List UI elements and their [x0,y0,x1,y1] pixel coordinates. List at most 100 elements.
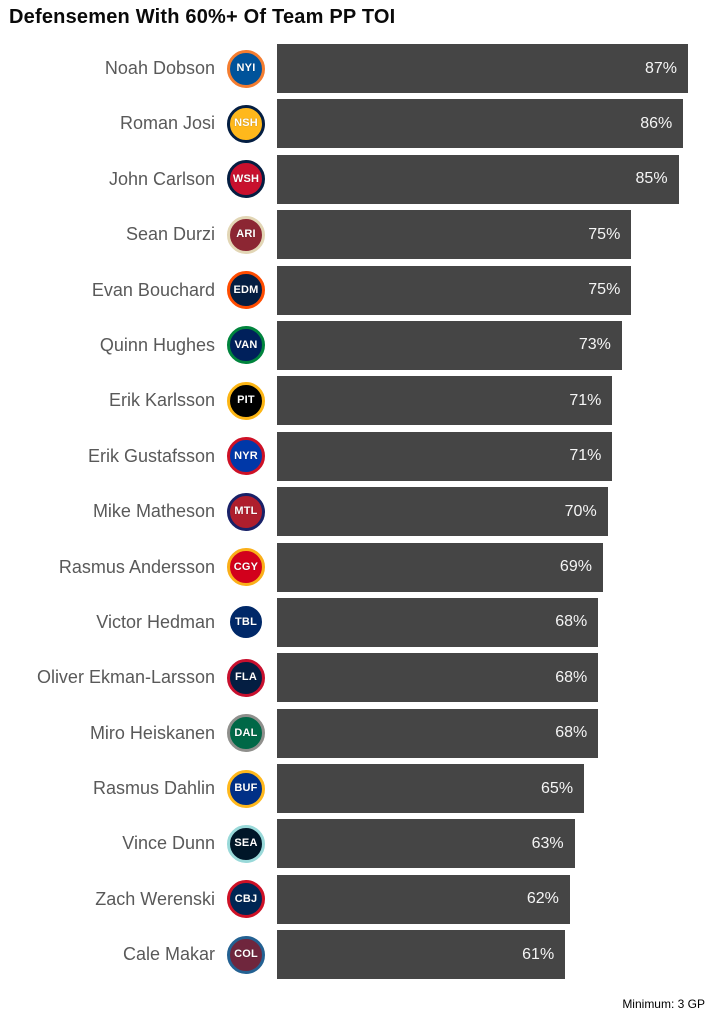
bar-value-label: 75% [588,225,621,243]
bar-rows-container: Noah Dobson NYI 87% Roman Josi NSH 86% J… [0,44,717,986]
team-logo-cell: CGY [215,548,277,587]
team-logo-cell: NYR [215,437,277,476]
player-name-label: Roman Josi [119,113,215,134]
player-name-label: John Carlson [108,168,215,189]
chart-title: Defensemen With 60%+ Of Team PP TOI [9,6,396,28]
team-logo-cell: BUF [215,769,277,808]
bar: 73% [277,320,622,370]
team-abbr-label: DAL [234,726,258,739]
bar: 63% [277,819,575,869]
team-logo-buf-icon: BUF [227,769,265,808]
player-name-label: Sean Durzi [125,224,215,245]
chart-row: Miro Heiskanen DAL 68% [0,708,717,758]
bar-value-label: 68% [555,613,588,631]
chart-row: Rasmus Andersson CGY 69% [0,542,717,592]
chart-row: Quinn Hughes VAN 73% [0,320,717,370]
team-logo-sea-icon: SEA [227,824,265,863]
player-name-label: Quinn Hughes [99,334,215,355]
team-abbr-label: MTL [234,505,258,518]
chart-row: Noah Dobson NYI 87% [0,44,717,93]
team-abbr-label: ARI [236,228,256,241]
bar: 75% [277,210,632,260]
bar: 70% [277,487,608,537]
team-logo-cell: EDM [215,271,277,310]
team-logo-van-icon: VAN [227,326,265,365]
player-name-label: Miro Heiskanen [89,722,215,743]
bar-track: 75% [277,265,688,315]
team-logo-cell: TBL [215,603,277,642]
team-logo-cell: NYI [215,49,277,88]
team-abbr-label: NYR [234,449,258,462]
team-logo-fla-icon: FLA [227,658,265,697]
bar-value-label: 75% [588,281,621,299]
team-logo-wsh-icon: WSH [227,160,265,199]
player-name-label: Evan Bouchard [91,279,215,300]
bar: 87% [277,44,688,93]
team-logo-cgy-icon: CGY [227,548,265,587]
bar: 86% [277,99,684,149]
bar-value-label: 87% [644,59,677,77]
bar-track: 85% [277,154,688,204]
bar-value-label: 85% [635,170,668,188]
team-logo-cell: VAN [215,326,277,365]
bar-track: 87% [277,44,688,93]
player-name-label: Erik Karlsson [108,390,215,411]
team-abbr-label: COL [234,948,258,961]
chart-row: Rasmus Dahlin BUF 65% [0,764,717,814]
team-logo-pit-icon: PIT [227,381,265,420]
chart-row: Evan Bouchard EDM 75% [0,265,717,315]
team-logo-cell: PIT [215,381,277,420]
chart-row: Victor Hedman TBL 68% [0,597,717,647]
bar: 68% [277,597,599,647]
bar-track: 71% [277,431,688,481]
team-logo-col-icon: COL [227,935,265,974]
bar-value-label: 61% [522,945,555,963]
player-name-label: Mike Matheson [92,501,215,522]
team-logo-cell: ARI [215,215,277,254]
bar-value-label: 63% [531,834,564,852]
bar-track: 71% [277,376,688,426]
team-abbr-label: BUF [234,782,258,795]
bar-value-label: 69% [559,558,592,576]
team-logo-cell: WSH [215,160,277,199]
team-logo-nsh-icon: NSH [227,104,265,143]
chart-row: Cale Makar COL 61% [0,930,717,980]
chart-row: Roman Josi NSH 86% [0,99,717,149]
team-abbr-label: VAN [234,338,258,351]
chart-row: John Carlson WSH 85% [0,154,717,204]
team-abbr-label: SEA [234,837,258,850]
bar-value-label: 71% [569,447,602,465]
team-abbr-label: TBL [235,615,257,628]
bar-track: 73% [277,320,688,370]
bar-track: 68% [277,597,688,647]
bar: 68% [277,653,599,703]
bar-value-label: 73% [578,336,611,354]
bar-track: 62% [277,874,688,924]
chart-row: Erik Gustafsson NYR 71% [0,431,717,481]
team-logo-cell: CBJ [215,880,277,919]
bar-value-label: 65% [541,779,574,797]
bar: 69% [277,542,603,592]
player-name-label: Victor Hedman [96,611,215,632]
player-name-label: Erik Gustafsson [87,445,215,466]
bar: 75% [277,265,632,315]
bar: 65% [277,764,585,814]
team-logo-ari-icon: ARI [227,215,265,254]
team-abbr-label: WSH [232,172,260,185]
bar: 68% [277,708,599,758]
team-abbr-label: NSH [234,117,258,130]
team-logo-cell: NSH [215,104,277,143]
team-abbr-label: FLA [235,671,257,684]
bar-track: 69% [277,542,688,592]
bar-value-label: 62% [526,890,559,908]
bar-track: 68% [277,708,688,758]
chart-row: Oliver Ekman-Larsson FLA 68% [0,653,717,703]
team-logo-nyr-icon: NYR [227,437,265,476]
team-logo-cell: MTL [215,492,277,531]
team-abbr-label: PIT [237,394,255,407]
bar-value-label: 70% [564,502,597,520]
player-name-label: Oliver Ekman-Larsson [36,667,215,688]
team-logo-edm-icon: EDM [227,271,265,310]
bar-track: 86% [277,99,688,149]
player-name-label: Rasmus Andersson [58,556,215,577]
